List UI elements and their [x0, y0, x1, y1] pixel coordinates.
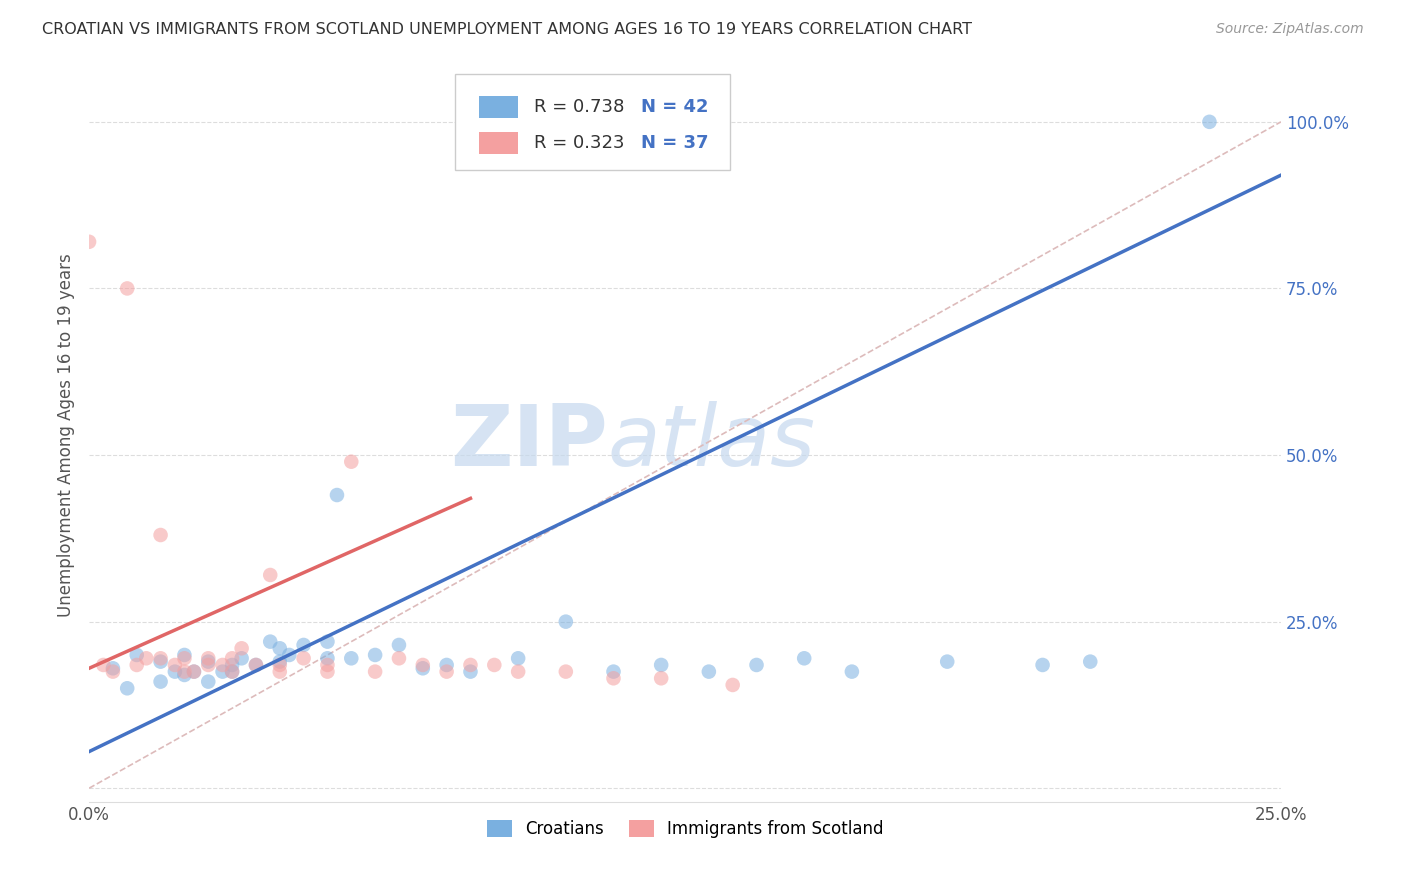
Point — [364, 665, 387, 679]
Point — [231, 641, 253, 656]
Legend: Croatians, Immigrants from Scotland: Croatians, Immigrants from Scotland — [479, 813, 890, 845]
Point — [221, 665, 243, 679]
Point — [125, 648, 148, 662]
Point — [163, 665, 186, 679]
Point — [602, 671, 624, 685]
Point — [183, 665, 205, 679]
Point — [650, 657, 672, 672]
Text: atlas: atlas — [607, 401, 815, 483]
Point — [602, 665, 624, 679]
Point — [721, 678, 744, 692]
Point — [269, 641, 291, 656]
Point — [269, 665, 291, 679]
Point — [292, 651, 315, 665]
Point — [745, 657, 768, 672]
Point — [1078, 655, 1101, 669]
Point — [231, 651, 253, 665]
Point — [221, 651, 243, 665]
Point — [259, 634, 281, 648]
Point — [197, 655, 219, 669]
FancyBboxPatch shape — [456, 74, 730, 169]
Point — [1032, 657, 1054, 672]
Point — [269, 657, 291, 672]
Point — [460, 665, 482, 679]
FancyBboxPatch shape — [479, 132, 519, 154]
Point — [149, 674, 172, 689]
Point — [316, 665, 339, 679]
Point — [340, 455, 363, 469]
Point — [793, 651, 815, 665]
Point — [173, 648, 195, 662]
Point — [388, 638, 411, 652]
Point — [340, 651, 363, 665]
Point — [316, 657, 339, 672]
Point — [259, 568, 281, 582]
Point — [316, 651, 339, 665]
Point — [149, 651, 172, 665]
Point — [841, 665, 863, 679]
Point — [163, 657, 186, 672]
Point — [697, 665, 720, 679]
FancyBboxPatch shape — [479, 95, 519, 118]
Text: CROATIAN VS IMMIGRANTS FROM SCOTLAND UNEMPLOYMENT AMONG AGES 16 TO 19 YEARS CORR: CROATIAN VS IMMIGRANTS FROM SCOTLAND UNE… — [42, 22, 972, 37]
Point — [269, 655, 291, 669]
Point — [326, 488, 349, 502]
Point — [197, 651, 219, 665]
Text: R = 0.738: R = 0.738 — [534, 97, 624, 116]
Point — [436, 665, 458, 679]
Text: R = 0.323: R = 0.323 — [534, 135, 624, 153]
Point — [412, 661, 434, 675]
Point — [554, 665, 576, 679]
Point — [197, 657, 219, 672]
Point — [197, 674, 219, 689]
Point — [388, 651, 411, 665]
Point — [211, 657, 233, 672]
Point — [484, 657, 506, 672]
Point — [460, 657, 482, 672]
Point — [292, 638, 315, 652]
Point — [211, 665, 233, 679]
Point — [183, 665, 205, 679]
Point — [149, 528, 172, 542]
Point — [1198, 115, 1220, 129]
Point — [77, 235, 100, 249]
Point — [221, 665, 243, 679]
Point — [245, 657, 267, 672]
Point — [436, 657, 458, 672]
Point — [936, 655, 959, 669]
Point — [245, 657, 267, 672]
Text: N = 42: N = 42 — [641, 97, 709, 116]
Point — [508, 651, 530, 665]
Point — [221, 657, 243, 672]
Point — [149, 655, 172, 669]
Point — [173, 668, 195, 682]
Point — [650, 671, 672, 685]
Point — [93, 657, 115, 672]
Point — [412, 657, 434, 672]
Point — [101, 665, 124, 679]
Point — [101, 661, 124, 675]
Text: Source: ZipAtlas.com: Source: ZipAtlas.com — [1216, 22, 1364, 37]
Point — [173, 665, 195, 679]
Point — [173, 651, 195, 665]
Text: N = 37: N = 37 — [641, 135, 709, 153]
Point — [278, 648, 301, 662]
Point — [135, 651, 157, 665]
Point — [115, 281, 138, 295]
Y-axis label: Unemployment Among Ages 16 to 19 years: Unemployment Among Ages 16 to 19 years — [58, 253, 75, 617]
Point — [508, 665, 530, 679]
Point — [554, 615, 576, 629]
Text: ZIP: ZIP — [450, 401, 607, 483]
Point — [115, 681, 138, 696]
Point — [316, 634, 339, 648]
Point — [125, 657, 148, 672]
Point — [364, 648, 387, 662]
